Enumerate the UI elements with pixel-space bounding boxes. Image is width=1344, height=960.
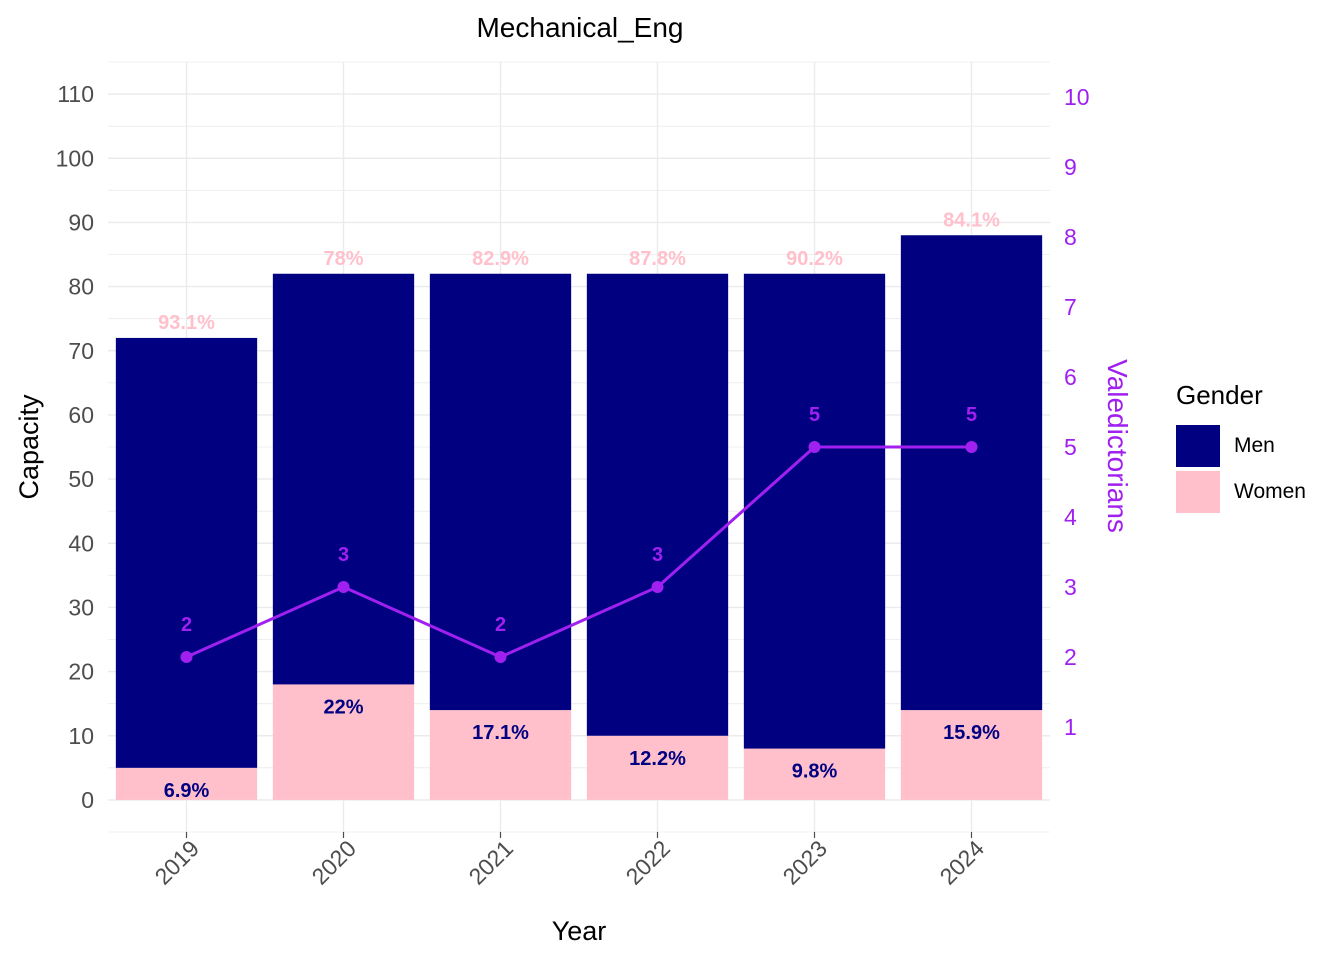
y-tick-label: 90 [68,209,94,235]
bar-men-2020 [272,273,415,685]
bar-label-men-2021: 82.9% [472,248,529,270]
x-tick-label-2019: 2019 [149,835,204,890]
valedictorian-point-2021 [494,651,507,663]
y2-tick-label: 9 [1064,154,1077,180]
y-tick-label: 110 [57,81,94,107]
valedictorian-point-2020 [337,581,350,593]
bar-label-women-2021: 17.1% [472,722,529,744]
y2-tick-label: 1 [1064,714,1077,740]
bar-label-men-2020: 78% [323,248,363,270]
bar-women-2021 [429,710,572,800]
valedictorian-point-2019 [180,651,193,663]
legend-label-men: Men [1234,434,1275,457]
bar-label-women-2023: 9.8% [792,761,838,783]
y-tick-label: 40 [68,530,94,556]
bar-label-men-2019: 93.1% [158,312,215,334]
valedictorian-label-2021: 2 [495,614,506,636]
bar-label-men-2024: 84.1% [943,209,1000,231]
bar-men-2022 [586,273,729,736]
x-tick-label-2022: 2022 [620,835,675,890]
legend-swatch-women [1176,471,1220,513]
y-tick-label: 10 [68,723,94,749]
y2-tick-label: 4 [1064,504,1077,530]
bar-women-2019 [115,767,258,800]
bar-label-women-2019: 6.9% [164,780,210,802]
bar-label-layer: 6.9% 93.1% 22% 78% 17.1% 82.9% 12.2% 87.8% 9.8% 9… [158,209,1000,802]
y-tick-label: 70 [68,338,94,364]
y2-tick-label: 8 [1064,224,1077,250]
valedictorian-line [185,445,972,659]
bar-label-women-2022: 12.2% [629,748,686,770]
y-tick-label: 100 [56,145,94,171]
bar-women-2023 [743,748,886,800]
bar-men-2019 [115,337,258,768]
bar-label-men-2022: 87.8% [629,248,686,270]
bar-women-2024 [900,710,1043,800]
bar-label-women-2024: 15.9% [943,722,1000,744]
y-tick-label: 0 [81,787,94,813]
y2-tick-label: 3 [1064,574,1077,600]
legend-item-men: Men [1176,423,1306,469]
y-tick-label: 50 [68,466,94,492]
x-axis-title: Year [552,916,607,946]
legend-swatch-men [1176,425,1220,467]
valedictorian-label-2019: 2 [181,614,192,636]
legend-title: Gender [1176,380,1263,410]
chart-title: Mechanical_Eng [476,12,684,43]
bar-men-2024 [900,235,1043,711]
y-tick-label: 80 [68,274,94,300]
bar-women-2020 [272,684,415,800]
bar-layer [115,235,1043,800]
bar-label-men-2023: 90.2% [786,248,843,270]
valedictorian-point-2022 [651,581,664,593]
y-tick-label: 60 [68,402,94,428]
bar-men-2021 [429,273,572,711]
bar-women-2022 [586,735,729,800]
valedictorian-label-2022: 3 [652,544,663,566]
y-tick-label: 30 [68,594,94,620]
y2-tick-label: 7 [1064,294,1077,320]
valedictorian-line-layer: 2 3 2 3 5 5 [180,404,978,663]
x-tick-label-2021: 2021 [463,835,518,890]
valedictorian-label-2023: 5 [809,404,820,426]
y-axis-title: Capacity [14,394,44,500]
y2-tick-label: 5 [1064,434,1077,460]
valedictorian-point-2024 [965,441,978,453]
bar-label-women-2020: 22% [323,696,363,718]
x-tick-label-2024: 2024 [934,835,989,890]
y2-tick-label: 2 [1064,644,1077,670]
bar-men-2023 [743,273,886,749]
legend: Gender Men Women [1176,380,1306,515]
y2-axis-title: Valedictorians [1102,359,1133,533]
legend-item-women: Women [1176,469,1306,515]
x-tick-label-2023: 2023 [777,835,832,890]
valedictorian-label-2024: 5 [966,404,977,426]
valedictorian-point-2023 [808,441,821,453]
valedictorian-label-2020: 3 [338,544,349,566]
legend-label-women: Women [1234,480,1306,503]
y2-tick-label: 6 [1064,364,1077,390]
y-tick-label: 20 [68,659,94,685]
x-tick-label-2020: 2020 [306,835,361,890]
y2-tick-label: 10 [1064,84,1090,110]
